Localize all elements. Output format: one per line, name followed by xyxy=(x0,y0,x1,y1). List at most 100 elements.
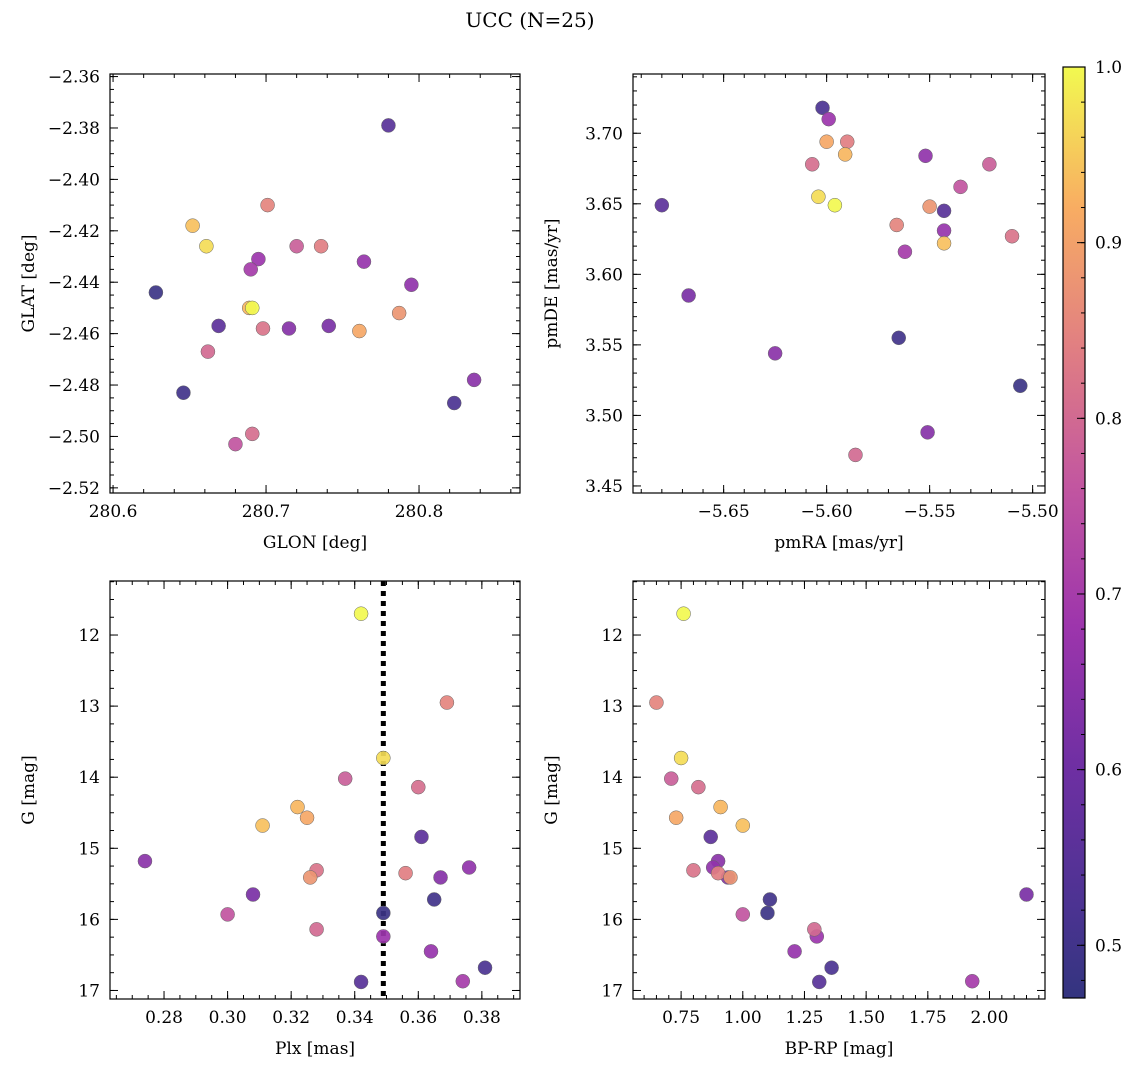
data-point xyxy=(918,148,933,164)
x-tick-label: −5.65 xyxy=(698,502,750,522)
data-point xyxy=(299,810,315,825)
colorbar: 0.5 0.6 0.7 0.8 0.9 1.0 xyxy=(1062,58,1122,999)
y-tick-label: −2.42 xyxy=(48,222,100,242)
x-tick-label: 0.38 xyxy=(463,1008,501,1028)
data-point xyxy=(713,799,728,815)
plot-frame xyxy=(109,73,521,494)
x-tick-label: 1.00 xyxy=(724,1008,762,1028)
x-tick-label: 1.25 xyxy=(786,1008,824,1028)
data-point xyxy=(353,974,369,990)
data-point xyxy=(760,905,775,921)
data-point xyxy=(735,818,751,833)
y-axis-label: GLAT [deg] xyxy=(19,234,39,332)
data-point xyxy=(411,779,426,795)
y-tick-label: 3.45 xyxy=(585,477,623,497)
data-point xyxy=(922,199,937,214)
data-point xyxy=(148,285,164,300)
y-tick-label: 13 xyxy=(601,697,623,717)
x-axis-label: pmRA [mas/yr] xyxy=(774,533,903,553)
data-point xyxy=(681,288,696,303)
data-point xyxy=(176,385,191,400)
data-point xyxy=(391,305,407,321)
data-point xyxy=(982,157,997,172)
data-point xyxy=(245,426,260,442)
data-point xyxy=(255,818,270,833)
y-tick-label: −2.52 xyxy=(48,479,100,499)
data-point xyxy=(819,134,834,149)
data-point xyxy=(398,865,413,881)
y-tick-label: 13 xyxy=(78,697,100,717)
data-point xyxy=(337,771,353,786)
data-point xyxy=(735,907,751,922)
data-point xyxy=(313,238,329,254)
data-point xyxy=(446,395,462,411)
data-point xyxy=(807,922,822,937)
x-tick-label: 280.7 xyxy=(242,502,291,522)
x-tick-label: 0.75 xyxy=(662,1008,700,1028)
data-point xyxy=(251,251,266,267)
data-point xyxy=(891,330,906,346)
data-point xyxy=(837,147,853,162)
data-point xyxy=(1004,228,1020,244)
x-tick-label: 0.28 xyxy=(145,1008,183,1028)
data-point xyxy=(381,118,396,133)
y-tick-label: 14 xyxy=(601,768,623,788)
y-tick-label: −2.44 xyxy=(48,273,100,293)
data-point xyxy=(309,922,324,937)
data-point xyxy=(649,695,664,710)
data-point xyxy=(767,346,783,361)
data-point xyxy=(220,907,235,922)
data-point xyxy=(455,973,471,989)
y-tick-label: 3.60 xyxy=(585,265,623,285)
data-point xyxy=(290,799,305,815)
x-tick-label: −5.60 xyxy=(801,502,853,522)
x-tick-label: 1.50 xyxy=(847,1008,885,1028)
data-point xyxy=(676,606,691,621)
data-point xyxy=(289,238,304,254)
data-point xyxy=(439,695,455,710)
chart-title: UCC (N=25) xyxy=(465,8,594,32)
y-tick-label: −2.46 xyxy=(48,325,100,345)
y-tick-label: 12 xyxy=(601,626,623,646)
y-tick-label: 3.65 xyxy=(585,195,623,215)
y-axis-label: G [mag] xyxy=(542,755,562,824)
data-point xyxy=(723,870,738,885)
x-tick-label: −5.50 xyxy=(1007,502,1059,522)
data-point xyxy=(404,277,419,293)
y-tick-label: −2.38 xyxy=(48,119,100,139)
y-tick-label: 17 xyxy=(78,981,100,1001)
data-point xyxy=(710,865,726,881)
y-tick-label: 15 xyxy=(78,839,100,859)
data-point xyxy=(426,892,442,907)
plot-frame xyxy=(109,580,521,1000)
x-tick-label: 0.34 xyxy=(336,1008,374,1028)
x-axis-label: Plx [mas] xyxy=(275,1039,355,1059)
data-point xyxy=(936,203,952,219)
data-point xyxy=(953,179,968,195)
colorbar-tick-label: 0.9 xyxy=(1095,234,1122,254)
colorbar-gradient xyxy=(1062,66,1086,999)
data-point xyxy=(255,321,271,336)
x-tick-label: 0.32 xyxy=(272,1008,310,1028)
data-point xyxy=(936,223,952,238)
y-tick-label: −2.48 xyxy=(48,376,100,396)
data-point xyxy=(245,887,261,902)
data-point xyxy=(200,344,216,359)
x-tick-label: 0.36 xyxy=(399,1008,437,1028)
data-point xyxy=(663,771,679,786)
data-point xyxy=(211,318,226,334)
y-axis-label: pmDE [mas/yr] xyxy=(542,218,562,348)
data-point xyxy=(691,779,706,795)
x-axis-label: GLON [deg] xyxy=(263,533,367,553)
colorbar-tick-label: 0.8 xyxy=(1095,409,1122,429)
data-point xyxy=(827,197,843,213)
panel-3: 0.28 0.30 0.32 0.34 0.36 0.38 12 13 14 15 16 17 Plx … xyxy=(19,580,521,1059)
y-tick-label: 17 xyxy=(601,981,623,1001)
data-point xyxy=(137,853,153,869)
x-tick-label: 280.6 xyxy=(89,502,138,522)
y-tick-label: 12 xyxy=(78,626,100,646)
panel-2: −5.65 −5.60 −5.55 −5.50 3.45 3.50 3.55 3.60 3.65… xyxy=(542,73,1059,553)
y-axis-label: G [mag] xyxy=(19,755,39,824)
y-tick-label: 15 xyxy=(601,839,623,859)
